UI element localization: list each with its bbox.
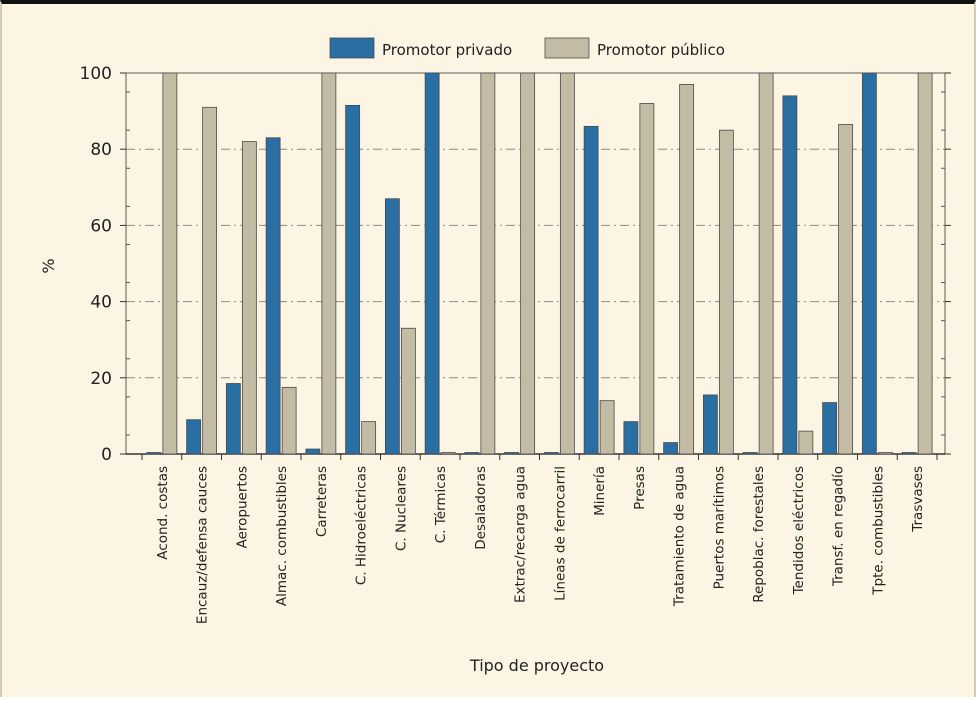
bar-privado-12 <box>624 422 638 454</box>
bar-publico-18 <box>878 453 892 455</box>
bar-privado-14 <box>703 395 717 454</box>
y-tick-label-40: 40 <box>90 293 112 313</box>
bar-publico-7 <box>441 453 455 455</box>
bar-privado-19 <box>902 453 916 455</box>
y-tick-label-80: 80 <box>90 140 112 160</box>
bar-privado-7 <box>425 73 439 454</box>
bar-publico-3 <box>282 387 296 454</box>
bar-privado-18 <box>862 73 876 454</box>
x-category-label: Carreteras <box>314 466 330 537</box>
bar-publico-12 <box>640 103 654 454</box>
bar-publico-14 <box>719 130 733 454</box>
bar-publico-1 <box>203 107 217 454</box>
bar-privado-5 <box>346 105 360 454</box>
y-tick-label-20: 20 <box>90 369 112 389</box>
legend-swatch-privado <box>330 38 374 58</box>
x-category-label: Transf. en regadío <box>831 466 847 587</box>
x-category-label: Encauz/defensa cauces <box>195 466 211 624</box>
bar-privado-4 <box>306 449 320 454</box>
x-category-label: Acond. costas <box>155 466 171 560</box>
bar-publico-8 <box>481 73 495 454</box>
x-category-label: Tpte. combustibles <box>870 466 886 596</box>
x-category-label: Almac. combustibles <box>274 466 290 606</box>
bar-privado-10 <box>544 453 558 455</box>
bar-privado-2 <box>226 384 240 454</box>
bar-layer <box>147 73 932 454</box>
bar-privado-13 <box>664 443 678 454</box>
y-tick-label-100: 100 <box>80 64 112 84</box>
bar-publico-17 <box>839 124 853 454</box>
legend-swatch-publico <box>545 38 589 58</box>
bar-publico-4 <box>322 73 336 454</box>
bar-publico-10 <box>560 73 574 454</box>
bar-publico-15 <box>759 73 773 454</box>
bar-privado-6 <box>385 199 399 454</box>
legend: Promotor privado Promotor público <box>330 38 725 59</box>
legend-label-publico: Promotor público <box>597 41 725 59</box>
bar-publico-19 <box>918 73 932 454</box>
x-category-label: Líneas de ferrocarril <box>552 466 568 601</box>
bar-chart: 0 20 40 60 80 100 Acond. costas Encauz/defensa … <box>2 4 976 701</box>
x-category-label: Aeropuertos <box>234 466 250 548</box>
bar-publico-9 <box>521 73 535 454</box>
x-category-label: Repoblac. forestales <box>751 466 767 603</box>
bar-privado-1 <box>187 420 201 454</box>
x-category-label: Desaladoras <box>473 466 489 550</box>
legend-label-privado: Promotor privado <box>382 41 512 59</box>
x-category-label: C. Hidroeléctricas <box>354 466 370 585</box>
bar-publico-13 <box>680 84 694 454</box>
y-axis-title: % <box>39 258 58 273</box>
bar-privado-0 <box>147 453 161 455</box>
x-category-label: Extrac/recarga agua <box>513 466 529 603</box>
bar-publico-6 <box>401 328 415 454</box>
x-category-label: Puertos marítimos <box>711 466 727 589</box>
bar-publico-16 <box>799 431 813 454</box>
x-category-label: Trasvases <box>910 466 926 533</box>
bar-privado-17 <box>823 403 837 454</box>
x-category-label: Tendidos eléctricos <box>791 466 807 595</box>
bar-publico-0 <box>163 73 177 454</box>
bar-privado-9 <box>505 453 519 455</box>
bar-publico-11 <box>600 401 614 454</box>
bar-privado-15 <box>743 453 757 455</box>
x-category-label: Presas <box>632 466 648 510</box>
y-tick-label-60: 60 <box>90 216 112 236</box>
x-axis-title: Tipo de proyecto <box>469 656 604 675</box>
bar-publico-5 <box>362 422 376 454</box>
bar-privado-11 <box>584 126 598 454</box>
bar-publico-2 <box>242 142 256 454</box>
x-category-label: C. Nucleares <box>393 466 409 551</box>
x-category-label: Minería <box>592 466 608 516</box>
x-category-label: C. Térmicas <box>433 466 449 543</box>
y-tick-label-0: 0 <box>101 445 112 465</box>
bar-privado-3 <box>266 138 280 454</box>
bar-privado-8 <box>465 453 479 455</box>
x-category-label: Tratamiento de agua <box>672 466 688 607</box>
bar-privado-16 <box>783 96 797 454</box>
